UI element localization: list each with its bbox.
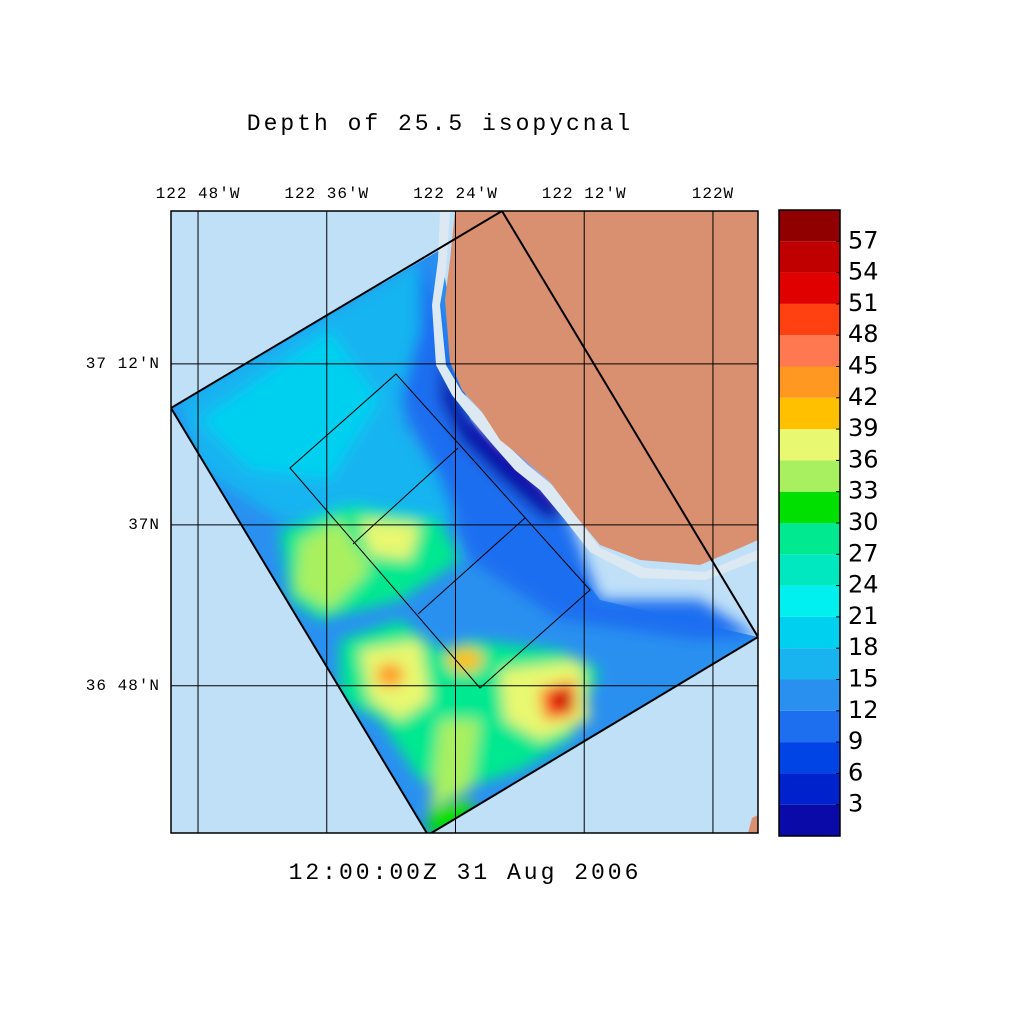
colorbar-label: 54 (848, 258, 879, 286)
colorbar-band (779, 272, 840, 304)
y-tick-label: 36 48'N (86, 677, 160, 695)
colorbar-band (779, 710, 840, 743)
colorbar-label: 42 (848, 383, 879, 411)
colorbar-band (779, 648, 840, 680)
colorbar-label: 18 (848, 633, 879, 661)
x-tick-label: 122 24'W (413, 185, 498, 203)
colorbar-label: 57 (848, 226, 879, 254)
map-area (171, 211, 758, 833)
colorbar-band (779, 491, 840, 523)
grid: 122 48'W 122 36'W 122 24'W 122 12'W 122W 37 1… (86, 185, 758, 833)
field-blobs (175, 250, 758, 833)
colorbar-band (779, 335, 840, 367)
colorbar-band (779, 554, 840, 586)
colorbar-label: 33 (848, 477, 879, 505)
colorbar-label: 15 (848, 665, 879, 693)
colorbar-band (779, 742, 840, 774)
colorbar-label: 9 (848, 727, 863, 755)
colorbar-band (779, 241, 840, 273)
model-domain (171, 211, 758, 833)
colorbar-label: 45 (848, 352, 879, 380)
colorbar-label: 3 (848, 790, 863, 818)
axes-frame (170, 210, 759, 834)
colorbar-label: 36 (848, 445, 879, 473)
colorbar-band (779, 804, 840, 836)
colorbar-band (779, 460, 840, 492)
colorbar-label: 48 (848, 320, 879, 348)
title: Depth of 25.5 isopycnal (247, 111, 633, 137)
colorbar-band (779, 397, 840, 430)
time-label: 12:00:00Z 31 Aug 2006 (289, 860, 642, 886)
colorbar-band (779, 679, 840, 711)
colorbar-band (779, 303, 840, 336)
subdomain (289, 373, 591, 689)
colorbar-band (779, 523, 840, 555)
field (171, 250, 758, 833)
land (748, 815, 758, 833)
colorbar-band (779, 773, 840, 805)
colorbar-label: 12 (848, 696, 879, 724)
colorbar-label: 6 (848, 758, 863, 786)
colorbar-label: 27 (848, 539, 879, 567)
colorbar-band (779, 616, 840, 649)
colorbar-band (779, 366, 840, 398)
x-tick-label: 122 12'W (542, 185, 627, 203)
x-tick-label: 122 48'W (156, 185, 241, 203)
x-tick-label: 122 36'W (284, 185, 369, 203)
colorbar-label: 51 (848, 289, 879, 317)
colorbar-band (779, 429, 840, 461)
colorbar-band (779, 210, 840, 242)
x-tick-label: 122W (692, 185, 734, 203)
colorbar-label: 39 (848, 414, 879, 442)
land (445, 211, 758, 565)
colorbar-label: 24 (848, 571, 879, 599)
y-tick-label: 37N (128, 516, 160, 534)
colorbar-label: 30 (848, 508, 879, 536)
colorbar-band (779, 585, 840, 617)
colorbar-label: 21 (848, 602, 879, 630)
y-tick-label: 37 12'N (86, 355, 160, 373)
